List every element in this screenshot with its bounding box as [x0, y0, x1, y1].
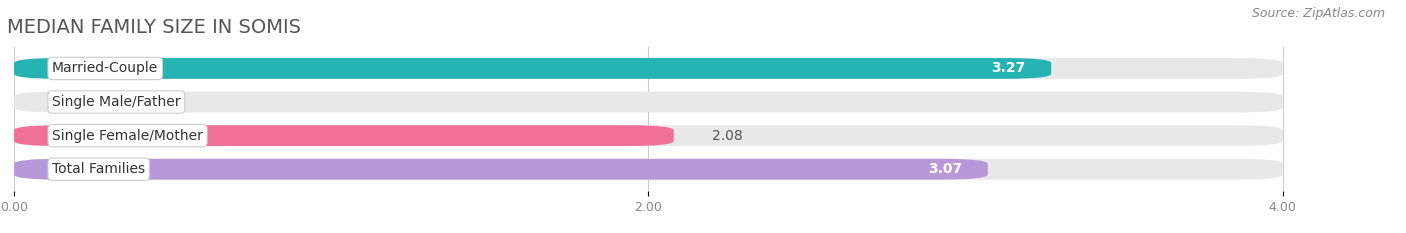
FancyBboxPatch shape — [14, 58, 1052, 79]
FancyBboxPatch shape — [14, 58, 1282, 79]
Text: Total Families: Total Families — [52, 162, 145, 176]
FancyBboxPatch shape — [14, 159, 1282, 180]
Text: 2.08: 2.08 — [711, 129, 742, 143]
Text: 3.27: 3.27 — [991, 62, 1026, 75]
Text: MEDIAN FAMILY SIZE IN SOMIS: MEDIAN FAMILY SIZE IN SOMIS — [7, 18, 301, 37]
FancyBboxPatch shape — [14, 125, 1282, 146]
Text: 0.00: 0.00 — [52, 95, 83, 109]
FancyBboxPatch shape — [14, 92, 1282, 113]
Text: 3.07: 3.07 — [928, 162, 962, 176]
Text: Source: ZipAtlas.com: Source: ZipAtlas.com — [1251, 7, 1385, 20]
Text: Married-Couple: Married-Couple — [52, 62, 159, 75]
FancyBboxPatch shape — [14, 125, 673, 146]
Text: Single Female/Mother: Single Female/Mother — [52, 129, 202, 143]
FancyBboxPatch shape — [14, 159, 988, 180]
Text: Single Male/Father: Single Male/Father — [52, 95, 180, 109]
